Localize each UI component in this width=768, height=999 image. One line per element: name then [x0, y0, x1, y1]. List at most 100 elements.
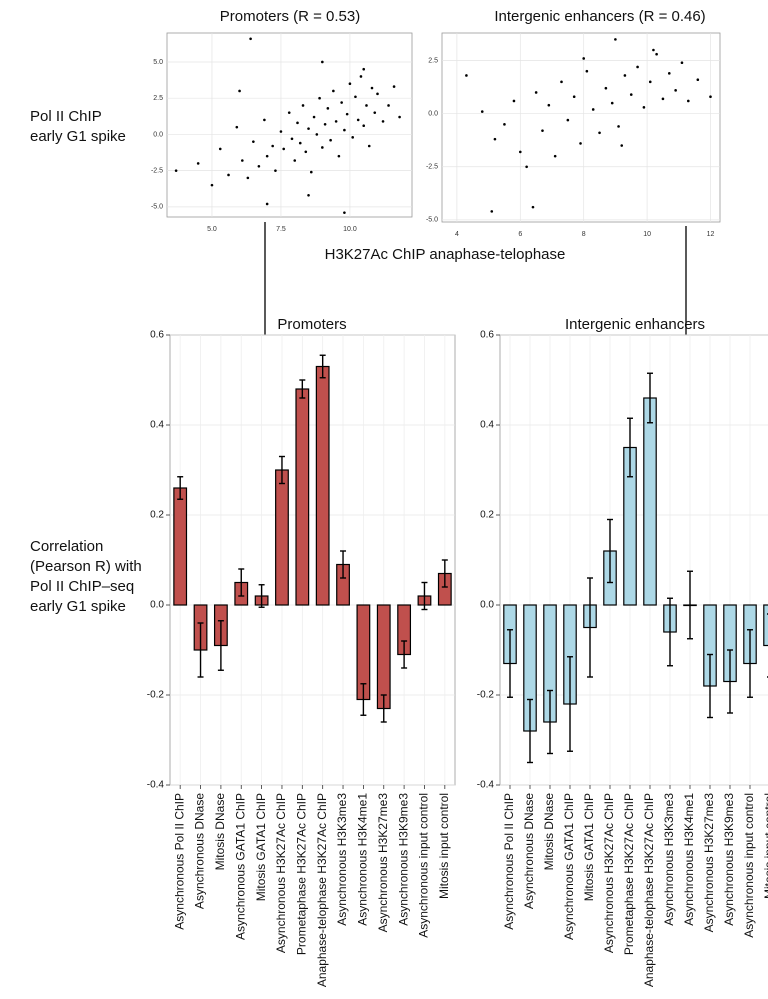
point	[667, 72, 671, 75]
point	[340, 101, 343, 104]
point	[680, 61, 684, 65]
point	[598, 131, 601, 135]
error-bar	[238, 568, 245, 597]
x-tick-label: Asynchronous input control	[742, 793, 756, 938]
point	[196, 162, 200, 165]
point	[301, 104, 305, 107]
error-bar	[177, 476, 184, 500]
point	[326, 107, 330, 110]
error-bar	[441, 559, 448, 588]
point	[227, 173, 230, 177]
point	[572, 95, 576, 99]
point	[309, 170, 313, 174]
y-tick-label: -2.5	[426, 164, 438, 171]
point	[652, 48, 655, 52]
point	[367, 144, 371, 148]
error-bar	[421, 581, 428, 611]
bar	[295, 388, 310, 606]
error-bar	[507, 629, 513, 698]
point	[655, 52, 658, 56]
point	[480, 110, 484, 113]
error-bar	[340, 550, 347, 579]
y-tick-label: 0.0	[428, 111, 438, 118]
bar	[173, 487, 188, 606]
error-bar	[627, 417, 633, 478]
point	[321, 60, 324, 64]
x-tick-label: Asynchronous DNase	[193, 793, 207, 909]
point	[614, 38, 617, 41]
y-tick-label: 0.4	[480, 420, 494, 431]
y-axis-label: (Pearson R) with	[30, 558, 142, 575]
point	[343, 211, 346, 214]
point	[345, 112, 349, 116]
point	[348, 82, 352, 86]
error-bar	[319, 354, 326, 379]
error-bar	[687, 570, 693, 640]
x-tick-label: Asynchronous H3K3me3	[662, 793, 676, 926]
y-tick-label: 0.6	[480, 330, 494, 341]
point	[696, 78, 700, 82]
point	[387, 104, 390, 107]
point	[315, 133, 319, 136]
point	[512, 99, 516, 103]
x-tick-label: Asynchronous input control	[417, 793, 431, 938]
x-tick-label: Mitosis DNase	[213, 793, 227, 871]
chart-title: Intergenic enhancers	[565, 316, 705, 333]
x-tick-label: Asynchronous H3K27Ac ChIP	[602, 793, 616, 953]
point	[321, 146, 324, 149]
error-bar	[647, 372, 653, 424]
point	[661, 97, 665, 101]
point	[674, 89, 677, 92]
x-tick-label: 12	[707, 231, 715, 238]
x-tick-label: Asynchronous H3K4me1	[356, 793, 370, 926]
bar	[763, 604, 768, 647]
bar	[275, 469, 289, 606]
point	[257, 164, 261, 168]
point	[518, 150, 522, 154]
point	[351, 136, 354, 139]
point	[329, 138, 332, 142]
error-bar	[401, 640, 408, 669]
point	[398, 115, 401, 119]
x-tick-label: 4	[455, 231, 459, 238]
x-tick-label: 5.0	[207, 226, 217, 233]
error-bar	[547, 689, 553, 755]
error-bar	[278, 455, 285, 485]
point	[293, 159, 297, 162]
point	[687, 99, 690, 103]
point	[623, 74, 627, 77]
point	[356, 118, 360, 122]
point	[265, 202, 269, 206]
y-axis-label: Correlation	[30, 538, 103, 555]
point	[585, 69, 589, 73]
point	[307, 127, 310, 130]
x-tick-label: Prometaphase H3K27Ac ChIP	[294, 793, 308, 955]
error-bar	[197, 622, 204, 678]
error-bar	[567, 656, 573, 752]
error-bar	[380, 694, 387, 723]
error-bar	[258, 584, 265, 608]
error-bar	[299, 379, 306, 399]
y-tick-label: 0.6	[150, 330, 164, 341]
point	[246, 176, 250, 180]
point	[343, 128, 346, 132]
chart-title: Promoters	[277, 316, 346, 333]
y-tick-label: 0.2	[150, 510, 164, 521]
point	[312, 115, 316, 119]
point	[282, 147, 286, 151]
point	[290, 137, 294, 141]
point	[566, 118, 570, 122]
chart-title: Promoters (R = 0.53)	[220, 8, 360, 25]
point	[365, 104, 368, 107]
point	[582, 57, 585, 60]
point	[629, 93, 633, 96]
point	[553, 154, 557, 158]
point	[249, 37, 252, 41]
x-tick-label: 8	[582, 231, 586, 238]
y-axis-label: early G1 spike	[30, 128, 126, 145]
point	[636, 65, 639, 69]
point	[298, 141, 302, 145]
y-tick-label: 5.0	[153, 59, 163, 66]
x-tick-label: Asynchronous GATA1 ChIP	[562, 793, 576, 940]
plot-area	[169, 334, 456, 786]
